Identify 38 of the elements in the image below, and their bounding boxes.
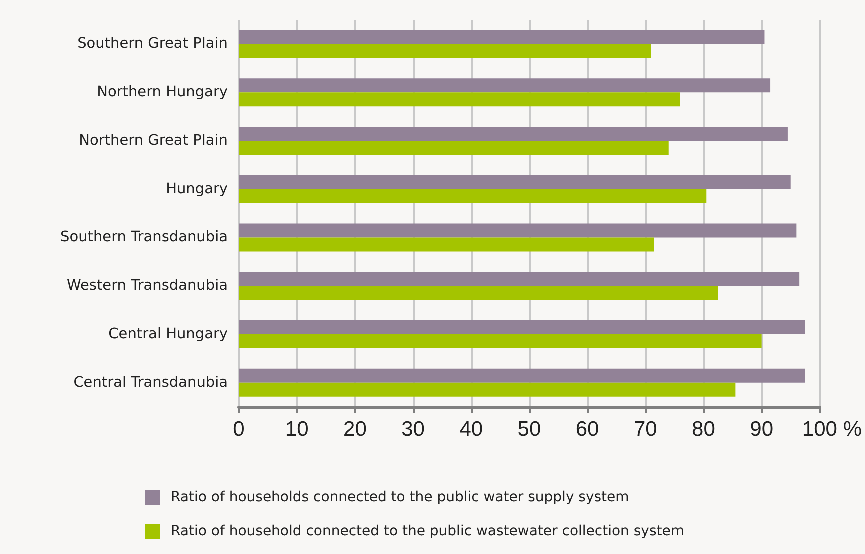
x-tick-label: 0	[233, 418, 245, 441]
y-tick-label: Hungary	[166, 181, 228, 198]
bar	[239, 320, 806, 334]
y-tick-label: Western Transdanubia	[67, 278, 228, 294]
bar	[239, 368, 806, 383]
bar	[239, 92, 680, 107]
bar	[239, 30, 765, 44]
y-tick-label: Central Transdanubia	[74, 374, 228, 391]
legend-label: Ratio of household connected to the public wastewater collection system	[171, 524, 684, 540]
bar	[239, 224, 797, 238]
x-tick-label: 90	[750, 418, 774, 441]
bar	[239, 238, 654, 252]
y-tick-label: Central Hungary	[108, 326, 228, 342]
bar	[239, 126, 788, 141]
x-tick-label: 80	[692, 418, 716, 441]
bar	[239, 140, 669, 155]
bar	[239, 44, 652, 58]
x-tick-label: 10	[285, 418, 309, 441]
x-tick-label: 70	[634, 418, 658, 441]
x-axis-title: %	[843, 418, 862, 441]
y-tick-label: Southern Great Plain	[78, 36, 228, 52]
x-tick-label: 50	[518, 418, 542, 441]
bar	[239, 175, 791, 190]
y-tick-label: Northern Great Plain	[79, 132, 228, 149]
x-tick-label: 60	[576, 418, 600, 441]
bar	[239, 78, 771, 93]
bar	[239, 382, 736, 397]
legend-label: Ratio of households connected to the public water supply system	[171, 490, 630, 506]
bar	[239, 286, 718, 300]
bar	[239, 189, 707, 204]
x-tick-label: 40	[460, 418, 484, 441]
x-tick-label: 100	[802, 418, 838, 441]
bar	[239, 334, 762, 348]
bar	[239, 272, 800, 286]
y-tick-label: Southern Transdanubia	[60, 230, 228, 246]
y-tick-label: Northern Hungary	[97, 84, 228, 101]
x-tick-label: 30	[402, 418, 425, 441]
x-tick-label: 20	[344, 418, 367, 441]
